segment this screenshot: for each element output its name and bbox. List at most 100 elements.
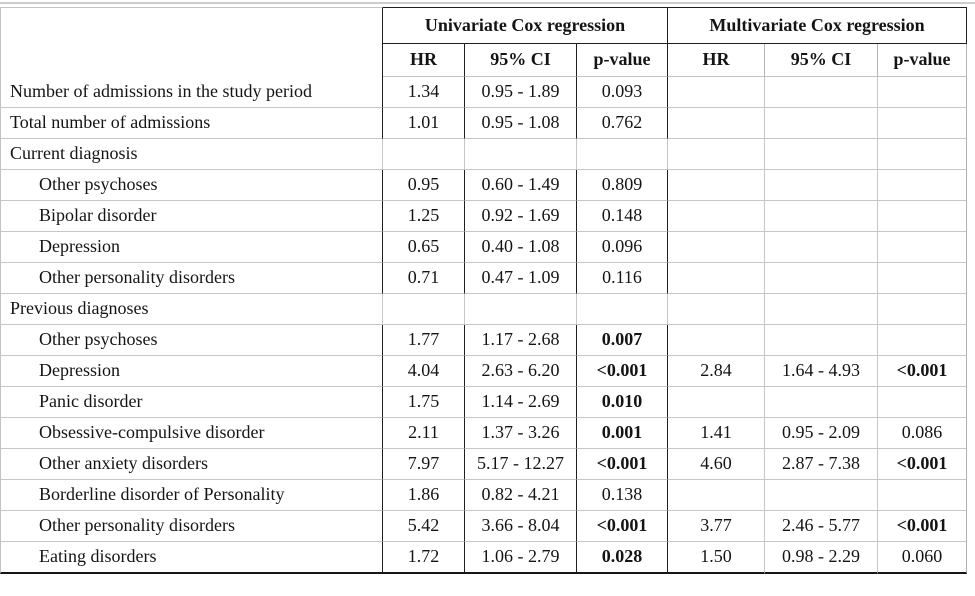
multi-hr-header: HR [668, 44, 766, 77]
multi-p-value [878, 201, 968, 232]
uni-p-value: <0.001 [577, 356, 669, 387]
multi-hr-value [668, 294, 766, 325]
multi-hr-value [668, 108, 766, 139]
uni-hr-value: 2.11 [383, 418, 465, 449]
multi-ci-value: 2.87 - 7.38 [765, 449, 879, 480]
table-row: Current diagnosis [0, 139, 968, 170]
multi-ci-value [765, 108, 879, 139]
multi-p-value [878, 77, 968, 108]
empty-corner-cell [0, 7, 383, 77]
multi-ci-value [765, 294, 879, 325]
multi-ci-value [765, 77, 879, 108]
multi-hr-value [668, 480, 766, 511]
univariate-group-header: Univariate Cox regression [383, 7, 669, 44]
multi-p-value: 0.086 [878, 418, 968, 449]
multi-hr-value [668, 325, 766, 356]
uni-ci-value: 0.92 - 1.69 [465, 201, 577, 232]
uni-ci-value: 0.47 - 1.09 [465, 263, 577, 294]
row-label: Eating disorders [0, 542, 383, 574]
multi-hr-value [668, 170, 766, 201]
multi-p-value [878, 139, 968, 170]
multi-hr-value: 2.84 [668, 356, 766, 387]
table-row: Previous diagnoses [0, 294, 968, 325]
uni-ci-header: 95% CI [465, 44, 577, 77]
uni-ci-value: 3.66 - 8.04 [465, 511, 577, 542]
uni-hr-value: 1.25 [383, 201, 465, 232]
uni-hr-value: 1.72 [383, 542, 465, 574]
row-label: Current diagnosis [0, 139, 383, 170]
row-label: Depression [0, 232, 383, 263]
uni-hr-value [383, 139, 465, 170]
multi-p-value [878, 263, 968, 294]
uni-hr-value: 5.42 [383, 511, 465, 542]
multi-hr-value [668, 263, 766, 294]
uni-p-value [577, 294, 669, 325]
multi-ci-value: 0.95 - 2.09 [765, 418, 879, 449]
uni-hr-value: 4.04 [383, 356, 465, 387]
uni-hr-value: 1.77 [383, 325, 465, 356]
row-label: Other anxiety disorders [0, 449, 383, 480]
uni-p-value: 0.010 [577, 387, 669, 418]
multi-ci-value [765, 232, 879, 263]
uni-ci-value: 0.95 - 1.89 [465, 77, 577, 108]
table-row: Other personality disorders 5.42 3.66 - … [0, 511, 968, 542]
multi-ci-value [765, 201, 879, 232]
uni-p-value: 0.116 [577, 263, 669, 294]
table-row: Bipolar disorder 1.25 0.92 - 1.69 0.148 [0, 201, 968, 232]
uni-ci-value [465, 139, 577, 170]
row-label: Previous diagnoses [0, 294, 383, 325]
multi-p-value [878, 325, 968, 356]
multi-p-value [878, 170, 968, 201]
cox-regression-table: Univariate Cox regression Multivariate C… [0, 7, 968, 574]
uni-p-value: 0.809 [577, 170, 669, 201]
uni-ci-value [465, 294, 577, 325]
multi-hr-value [668, 387, 766, 418]
row-label: Obsessive-compulsive disorder [0, 418, 383, 449]
uni-ci-value: 1.14 - 2.69 [465, 387, 577, 418]
multi-hr-value [668, 139, 766, 170]
uni-p-value: 0.093 [577, 77, 669, 108]
table-row: Number of admissions in the study period… [0, 77, 968, 108]
uni-p-value [577, 139, 669, 170]
table-row: Total number of admissions 1.01 0.95 - 1… [0, 108, 968, 139]
row-label: Depression [0, 356, 383, 387]
multi-ci-value [765, 170, 879, 201]
uni-ci-value: 0.40 - 1.08 [465, 232, 577, 263]
row-label: Other personality disorders [0, 511, 383, 542]
uni-ci-value: 0.95 - 1.08 [465, 108, 577, 139]
uni-p-value: 0.762 [577, 108, 669, 139]
uni-hr-value: 1.86 [383, 480, 465, 511]
multi-p-value [878, 294, 968, 325]
multivariate-group-header: Multivariate Cox regression [668, 7, 968, 44]
multi-hr-value: 3.77 [668, 511, 766, 542]
group-header-row: Univariate Cox regression Multivariate C… [0, 7, 968, 77]
uni-hr-value: 1.01 [383, 108, 465, 139]
multi-ci-value [765, 263, 879, 294]
row-label: Borderline disorder of Personality [0, 480, 383, 511]
multi-ci-value [765, 139, 879, 170]
uni-p-value: 0.028 [577, 542, 669, 574]
uni-p-value: 0.148 [577, 201, 669, 232]
uni-ci-value: 0.82 - 4.21 [465, 480, 577, 511]
uni-p-value: <0.001 [577, 511, 669, 542]
uni-p-value: <0.001 [577, 449, 669, 480]
multi-hr-value [668, 232, 766, 263]
multi-ci-value: 0.98 - 2.29 [765, 542, 879, 574]
multi-hr-value [668, 77, 766, 108]
table-row: Panic disorder 1.75 1.14 - 2.69 0.010 [0, 387, 968, 418]
uni-ci-value: 1.06 - 2.79 [465, 542, 577, 574]
uni-hr-value: 0.95 [383, 170, 465, 201]
multi-p-value: <0.001 [878, 449, 968, 480]
uni-ci-value: 2.63 - 6.20 [465, 356, 577, 387]
uni-p-value: 0.001 [577, 418, 669, 449]
table-row: Eating disorders 1.72 1.06 - 2.79 0.028 … [0, 542, 968, 574]
table-row: Borderline disorder of Personality 1.86 … [0, 480, 968, 511]
uni-ci-value: 1.17 - 2.68 [465, 325, 577, 356]
uni-p-header: p-value [577, 44, 669, 77]
uni-hr-value [383, 294, 465, 325]
top-divider-rule [0, 2, 975, 4]
multi-ci-value: 2.46 - 5.77 [765, 511, 879, 542]
table-row: Other psychoses 1.77 1.17 - 2.68 0.007 [0, 325, 968, 356]
multi-hr-value: 1.50 [668, 542, 766, 574]
